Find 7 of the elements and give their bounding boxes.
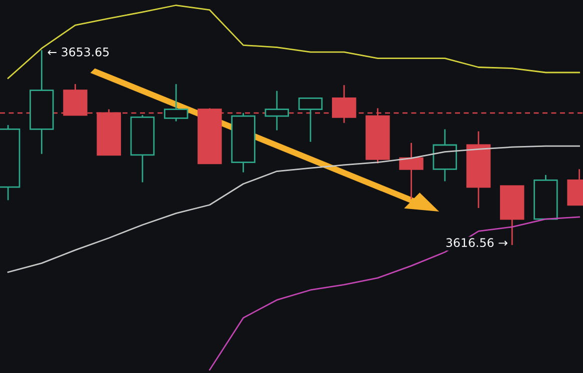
candlestick: [164, 83, 188, 122]
candlestick: [298, 98, 323, 143]
candlestick: [399, 142, 424, 200]
annotation: ← 3653.65: [48, 47, 109, 56]
candlestick: [332, 84, 356, 124]
candlestick: [264, 90, 290, 131]
annotation: 3616.56 →: [446, 238, 508, 248]
